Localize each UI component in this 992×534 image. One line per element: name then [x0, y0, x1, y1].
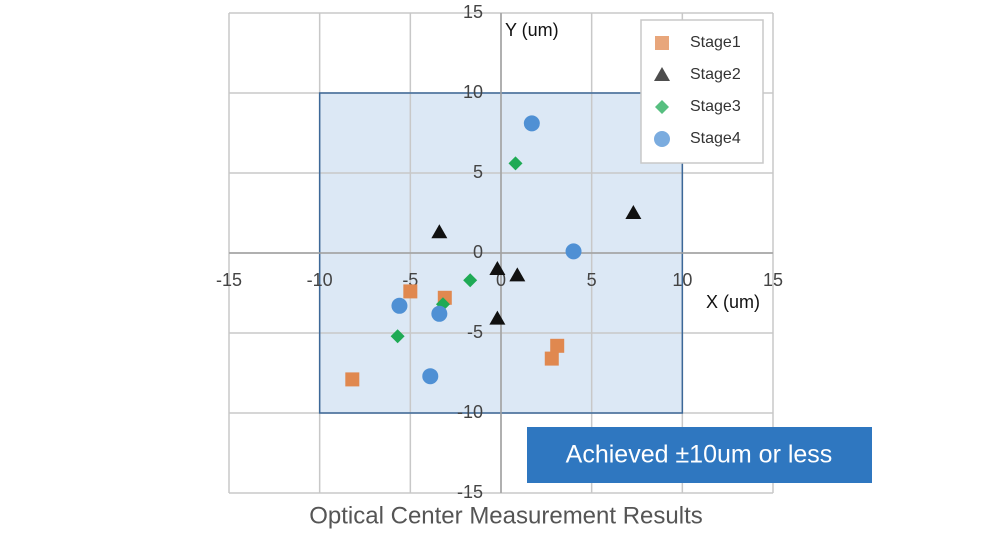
marker-diamond: [390, 329, 405, 344]
marker-triangle: [489, 261, 506, 275]
x-tick-label: -10: [307, 270, 333, 290]
marker-circle: [431, 305, 448, 322]
marker-square: [544, 351, 559, 366]
marker-diamond: [508, 156, 523, 171]
legend-label: Stage4: [690, 130, 741, 147]
y-axis-label: Y (um): [505, 20, 559, 40]
marker-diamond: [655, 100, 669, 114]
marker-triangle: [489, 310, 506, 325]
marker-circle: [422, 368, 439, 385]
marker-square: [655, 36, 669, 50]
y-tick-label: 15: [463, 2, 483, 22]
marker-triangle: [509, 267, 526, 282]
legend-label: Stage1: [690, 34, 741, 51]
y-tick-label: 5: [473, 162, 483, 182]
marker-circle: [654, 131, 670, 147]
y-tick-label: 10: [463, 82, 483, 102]
annotation-box: [527, 427, 872, 483]
y-tick-label: -10: [457, 402, 483, 422]
marker-circle: [565, 243, 582, 260]
annotation-text: Achieved ±10um or less: [566, 441, 833, 469]
x-tick-label: 10: [672, 270, 692, 290]
marker-triangle: [654, 67, 670, 81]
marker-circle: [523, 115, 540, 132]
y-tick-label: -5: [467, 322, 483, 342]
marker-square: [345, 372, 360, 387]
marker-circle: [391, 297, 408, 314]
marker-triangle: [625, 205, 642, 219]
marker-square: [403, 284, 418, 299]
marker-triangle: [431, 224, 448, 239]
y-tick-label: 0: [473, 242, 483, 262]
y-tick-label: -15: [457, 482, 483, 502]
x-axis-label: X (um): [706, 292, 760, 312]
legend-label: Stage2: [690, 66, 741, 83]
marker-square: [550, 338, 565, 353]
chart-title: Optical Center Measurement Results: [309, 502, 703, 529]
x-tick-label: 15: [763, 270, 783, 290]
x-tick-label: -15: [216, 270, 242, 290]
marker-diamond: [463, 273, 478, 288]
legend: Stage1 Stage2 Stage3 Stage4: [640, 19, 764, 164]
x-tick-label: 0: [496, 270, 506, 290]
legend-label: Stage3: [690, 98, 741, 115]
x-tick-label: 5: [587, 270, 597, 290]
